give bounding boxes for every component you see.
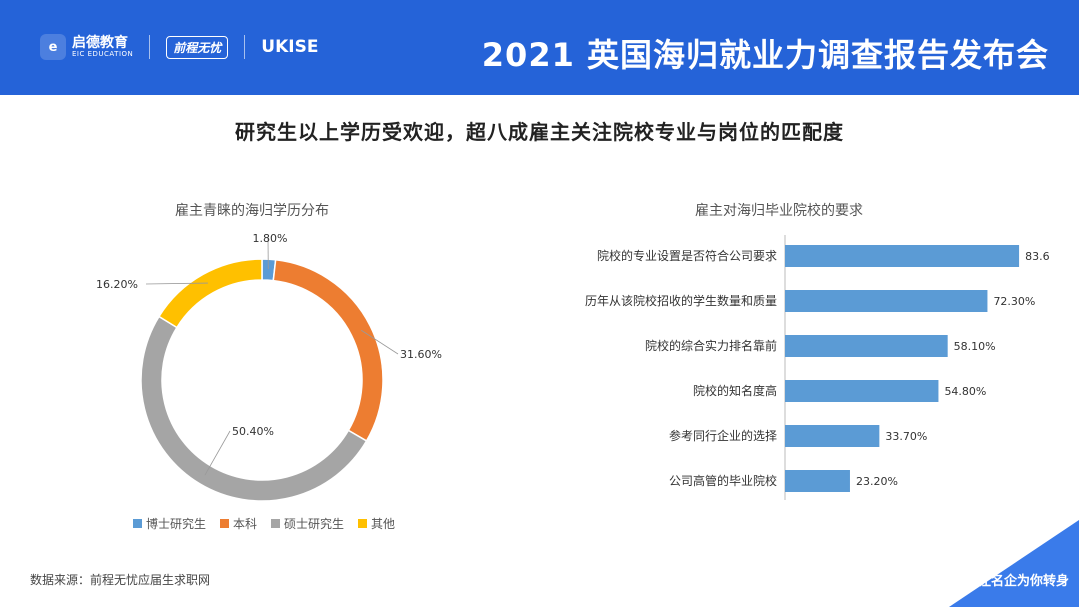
bar	[785, 425, 880, 447]
bar	[785, 380, 939, 402]
donut-legend: 博士研究生 本科 硕士研究生 其他	[133, 515, 395, 532]
donut-data-label: 31.60%	[400, 348, 442, 361]
corner-tagline: 让名企为你转身	[977, 574, 1069, 589]
legend-label: 其他	[371, 517, 396, 531]
category-label: 参考同行企业的选择	[669, 428, 777, 443]
donut-data-label: 1.80%	[253, 232, 288, 245]
legend-label: 硕士研究生	[284, 517, 345, 531]
bar-data-label: 58.10%	[954, 340, 996, 353]
bar	[785, 335, 948, 357]
header-banner: e 启德教育 EIC EDUCATION 前程无忧 UKISE 2021 英国海…	[0, 0, 1079, 95]
category-label: 院校的综合实力排名靠前	[645, 338, 777, 353]
donut-chart: 1.80% 31.60% 50.40% 16.20%	[96, 232, 442, 502]
category-label: 院校的知名度高	[693, 383, 777, 398]
logo-divider	[149, 35, 151, 59]
donut-slice	[157, 258, 263, 329]
logo-divider	[244, 35, 246, 59]
category-label: 院校的专业设置是否符合公司要求	[597, 248, 777, 263]
category-label: 公司高管的毕业院校	[669, 473, 777, 488]
legend-item-phd: 博士研究生	[133, 515, 206, 532]
eic-logo-name: 启德教育	[72, 34, 128, 51]
ukise-logo: UKISE	[261, 37, 319, 57]
category-label: 历年从该院校招收的学生数量和质量	[585, 293, 777, 308]
51job-logo: 前程无忧	[166, 35, 229, 59]
donut-data-label: 50.40%	[232, 425, 274, 438]
legend-label: 博士研究生	[146, 517, 207, 531]
bar	[785, 290, 988, 312]
bar-data-label: 23.20%	[856, 475, 898, 488]
corner-triangle	[949, 520, 1079, 607]
page-title: 2021 英国海归就业力调查报告发布会	[481, 36, 1049, 74]
leader-line	[204, 430, 231, 476]
bar-data-label: 54.80%	[944, 385, 986, 398]
bar-chart: 院校的专业设置是否符合公司要求 83.60% 历年从该院校招收的学生数量和质量 72.…	[585, 235, 1050, 500]
donut-slice	[140, 315, 368, 502]
bar	[785, 245, 1020, 267]
donut-slice	[272, 258, 384, 442]
slide-subtitle: 研究生以上学历受欢迎，超八成雇主关注院校专业与岗位的匹配度	[235, 120, 844, 144]
donut-chart-title: 雇主青睐的海归学历分布	[175, 203, 329, 219]
data-source-note: 数据来源：前程无忧应届生求职网	[30, 573, 211, 587]
eic-logo-icon: e	[40, 34, 66, 60]
bar-data-label: 72.30%	[993, 295, 1035, 308]
leader-line	[145, 282, 208, 285]
legend-item-bachelor: 本科	[220, 515, 257, 532]
bar-data-label: 33.70%	[885, 430, 927, 443]
corner-slogan: I WANT U	[949, 517, 1045, 567]
leader-line	[360, 329, 399, 355]
legend-label: 本科	[233, 517, 258, 531]
legend-item-other: 其他	[358, 515, 395, 532]
legend-item-master: 硕士研究生	[271, 515, 344, 532]
bar	[785, 470, 850, 492]
donut-data-label: 16.20%	[96, 278, 138, 291]
bar-data-label: 83.60%	[1025, 250, 1050, 263]
eic-logo-sub: EIC EDUCATION	[72, 49, 134, 58]
eic-logo: e 启德教育 EIC EDUCATION	[40, 34, 133, 60]
logo-group: e 启德教育 EIC EDUCATION 前程无忧 UKISE	[40, 34, 318, 60]
corner-banner: I WANT U 让名企为你转身	[949, 517, 1079, 607]
bar-chart-title: 雇主对海归毕业院校的要求	[695, 203, 863, 219]
